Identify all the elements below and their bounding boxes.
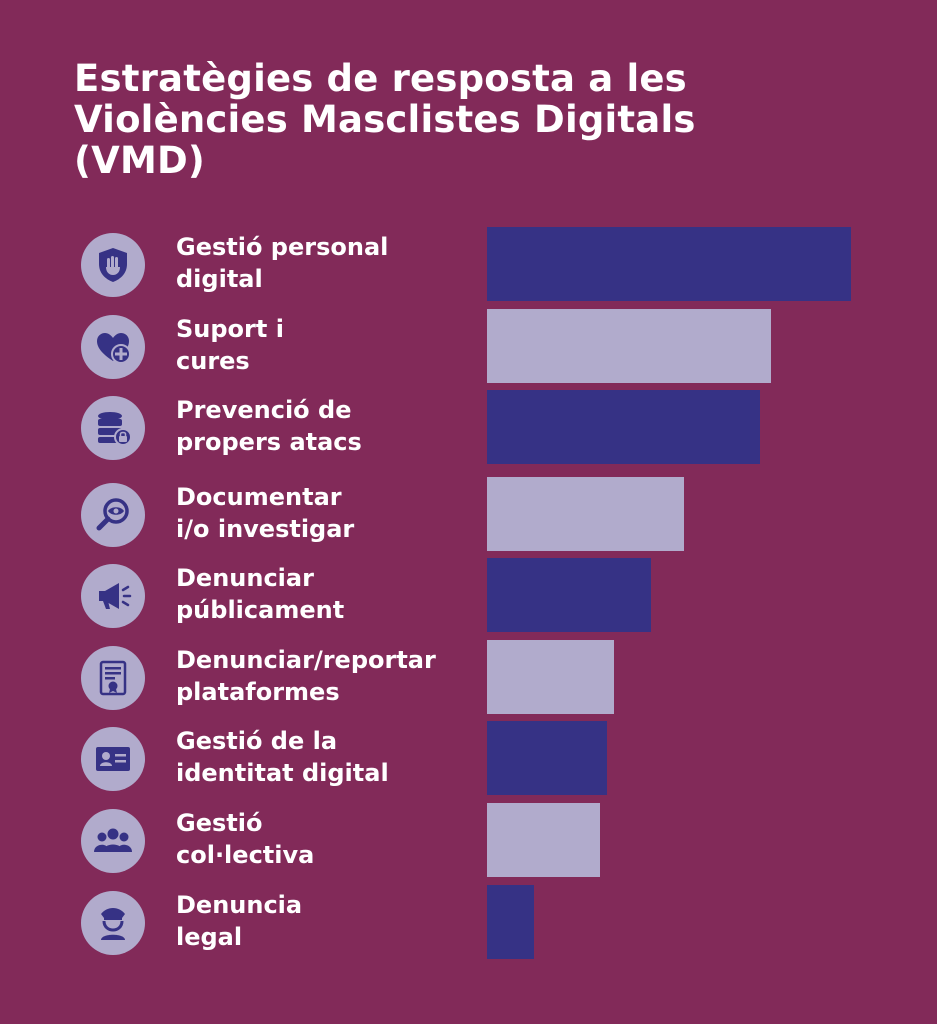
icon-badge	[81, 396, 145, 460]
category-label-line: Denunciar	[176, 564, 314, 592]
bar-row: Denunciar públicament	[0, 558, 937, 634]
category-label-line: legal	[176, 923, 243, 951]
bar	[487, 803, 600, 877]
document-seal-icon	[99, 660, 127, 696]
shield-hand-icon	[99, 248, 127, 282]
icon-badge	[81, 564, 145, 628]
category-label-line: Gestió	[176, 809, 263, 837]
category-label-line: plataformes	[176, 678, 340, 706]
icon-badge	[81, 233, 145, 297]
category-label: Gestió de la identitat digital	[176, 725, 476, 789]
police-officer-icon	[101, 908, 125, 940]
bar	[487, 477, 684, 551]
bar	[487, 227, 851, 301]
category-label-line: Gestió personal	[176, 233, 389, 261]
category-label-line: públicament	[176, 596, 345, 624]
category-label-line: col·lectiva	[176, 841, 315, 869]
chart-title-line-2: Violències Masclistes Digitals	[74, 98, 696, 141]
bar	[487, 309, 771, 383]
bar	[487, 721, 607, 795]
chart-title-line-1: Estratègies de resposta a les	[74, 57, 687, 100]
category-label-line: i/o investigar	[176, 515, 355, 543]
chart-title-line-3: (VMD)	[74, 139, 205, 182]
database-lock-icon	[98, 412, 132, 446]
category-label: Gestió personal digital	[176, 231, 476, 295]
category-label-line: cures	[176, 347, 250, 375]
category-label-line: Denuncia	[176, 891, 303, 919]
category-label-line: propers atacs	[176, 428, 362, 456]
icon-badge	[81, 646, 145, 710]
bar-row: Suport i cures	[0, 309, 937, 385]
bar	[487, 640, 614, 714]
category-label-line: Suport i	[176, 315, 284, 343]
bar-row: Denunciar/reportar plataformes	[0, 640, 937, 716]
group-icon	[94, 828, 132, 852]
category-label: Gestió col·lectiva	[176, 807, 476, 871]
id-card-icon	[96, 747, 130, 771]
category-label-line: Denunciar/reportar	[176, 646, 436, 674]
bar	[487, 390, 760, 464]
category-label: Documentar i/o investigar	[176, 481, 476, 545]
bar-row: Gestió personal digital	[0, 227, 937, 303]
category-label-line: Gestió de la	[176, 727, 338, 755]
icon-badge	[81, 891, 145, 955]
category-label-line: identitat digital	[176, 759, 389, 787]
bar	[487, 885, 534, 959]
category-label: Denuncia legal	[176, 889, 476, 953]
icon-badge	[81, 315, 145, 379]
heart-plus-icon	[97, 333, 131, 364]
bar	[487, 558, 651, 632]
icon-badge	[81, 809, 145, 873]
category-label: Prevenció de propers atacs	[176, 394, 476, 458]
category-label: Denunciar/reportar plataformes	[176, 644, 476, 708]
icon-badge	[81, 483, 145, 547]
category-label-line: Prevenció de	[176, 396, 352, 424]
bar-row: Documentar i/o investigar	[0, 477, 937, 553]
megaphone-icon	[99, 583, 132, 609]
category-label-line: Documentar	[176, 483, 342, 511]
category-label: Denunciar públicament	[176, 562, 476, 626]
bar-row: Prevenció de propers atacs	[0, 390, 937, 466]
magnifier-eye-icon	[96, 498, 129, 531]
bar-row: Denuncia legal	[0, 885, 937, 961]
bar-row: Gestió de la identitat digital	[0, 721, 937, 797]
category-label-line: digital	[176, 265, 263, 293]
icon-badge	[81, 727, 145, 791]
category-label: Suport i cures	[176, 313, 476, 377]
bar-row: Gestió col·lectiva	[0, 803, 937, 879]
chart-title: Estratègies de resposta a les Violències…	[74, 58, 874, 181]
